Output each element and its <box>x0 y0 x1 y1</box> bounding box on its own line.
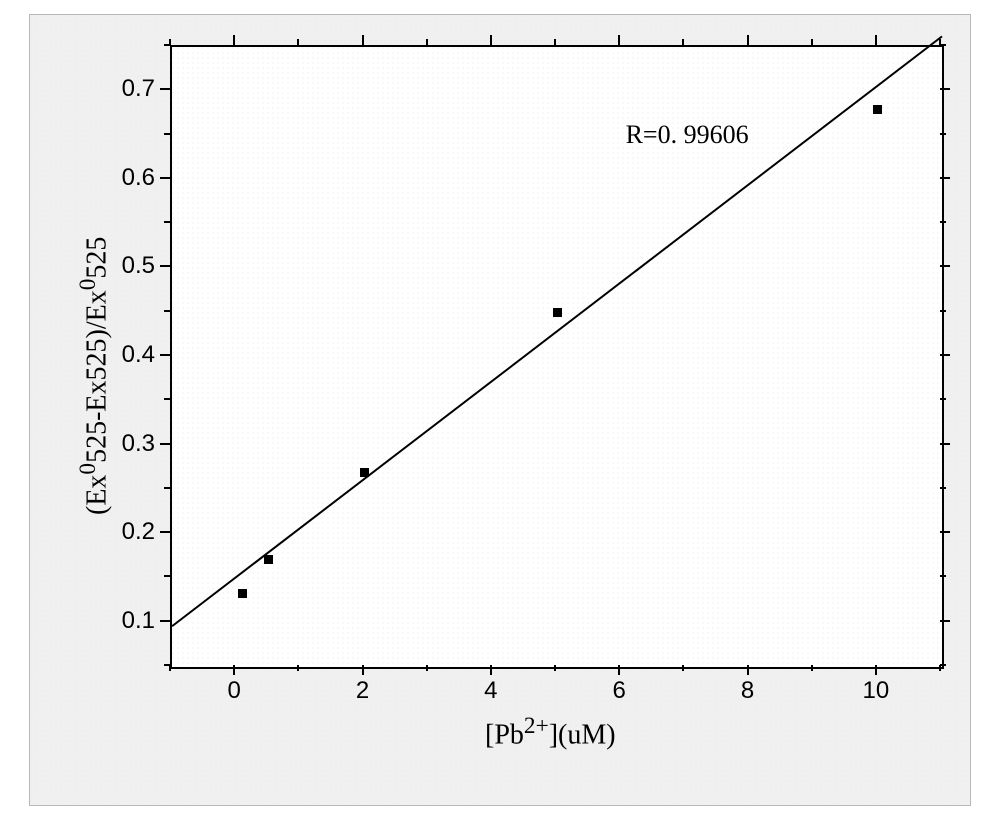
y-tick-minor <box>940 575 946 577</box>
y-tick-minor <box>940 221 946 223</box>
x-tick-minor <box>811 665 813 671</box>
y-tick-major <box>940 354 950 356</box>
y-tick-label: 0.4 <box>100 341 155 369</box>
y-tick-minor <box>164 664 170 666</box>
x-tick-major <box>362 35 364 45</box>
x-tick-label: 0 <box>204 677 264 705</box>
y-tick-label: 0.6 <box>100 164 155 192</box>
x-tick-major <box>233 35 235 45</box>
x-tick-minor <box>426 39 428 45</box>
data-point <box>360 468 369 477</box>
x-tick-minor <box>554 665 556 671</box>
y-tick-minor <box>164 487 170 489</box>
y-tick-major <box>160 620 170 622</box>
x-tick-minor <box>682 665 684 671</box>
y-tick-major <box>160 265 170 267</box>
y-tick-major <box>940 88 950 90</box>
y-tick-label: 0.3 <box>100 430 155 458</box>
y-tick-major <box>940 177 950 179</box>
fit-line <box>172 47 942 667</box>
y-tick-major <box>940 620 950 622</box>
x-tick-major <box>490 665 492 675</box>
y-tick-minor <box>164 133 170 135</box>
data-point <box>264 555 273 564</box>
x-tick-minor <box>811 39 813 45</box>
x-tick-major <box>747 665 749 675</box>
x-axis-label: [Pb2+](uM) <box>485 713 616 751</box>
x-tick-major <box>233 665 235 675</box>
y-tick-minor <box>164 398 170 400</box>
r-annotation: R=0. 99606 <box>626 120 749 150</box>
y-tick-minor <box>164 310 170 312</box>
x-tick-minor <box>682 39 684 45</box>
y-tick-major <box>160 443 170 445</box>
x-tick-label: 2 <box>333 677 393 705</box>
y-tick-minor <box>164 575 170 577</box>
y-tick-major <box>160 88 170 90</box>
y-tick-minor <box>940 133 946 135</box>
x-tick-major <box>875 35 877 45</box>
y-tick-major <box>160 531 170 533</box>
x-tick-minor <box>554 39 556 45</box>
y-tick-major <box>940 265 950 267</box>
x-tick-label: 6 <box>589 677 649 705</box>
x-tick-major <box>747 35 749 45</box>
y-tick-major <box>940 531 950 533</box>
y-tick-minor <box>164 44 170 46</box>
y-tick-minor <box>940 398 946 400</box>
y-tick-label: 0.2 <box>100 518 155 546</box>
x-tick-minor <box>297 39 299 45</box>
y-tick-label: 0.7 <box>100 75 155 103</box>
data-point <box>553 308 562 317</box>
x-tick-major <box>618 35 620 45</box>
y-tick-major <box>160 354 170 356</box>
y-tick-major <box>160 177 170 179</box>
data-point <box>238 589 247 598</box>
y-tick-minor <box>940 487 946 489</box>
y-tick-major <box>940 443 950 445</box>
x-tick-minor <box>297 665 299 671</box>
y-tick-minor <box>940 664 946 666</box>
y-tick-minor <box>940 310 946 312</box>
y-tick-minor <box>940 44 946 46</box>
y-tick-minor <box>164 221 170 223</box>
x-tick-major <box>618 665 620 675</box>
x-tick-major <box>490 35 492 45</box>
x-tick-minor <box>426 665 428 671</box>
y-tick-label: 0.1 <box>100 607 155 635</box>
figure-panel: [Pb2+](uM) (Ex0525-Ex525)/Ex0525 R=0. 99… <box>30 15 970 805</box>
x-tick-label: 4 <box>461 677 521 705</box>
y-tick-label: 0.5 <box>100 252 155 280</box>
data-point <box>873 105 882 114</box>
x-tick-label: 10 <box>846 677 906 705</box>
x-tick-major <box>362 665 364 675</box>
plot-area <box>170 45 944 669</box>
x-tick-major <box>875 665 877 675</box>
x-tick-label: 8 <box>718 677 778 705</box>
